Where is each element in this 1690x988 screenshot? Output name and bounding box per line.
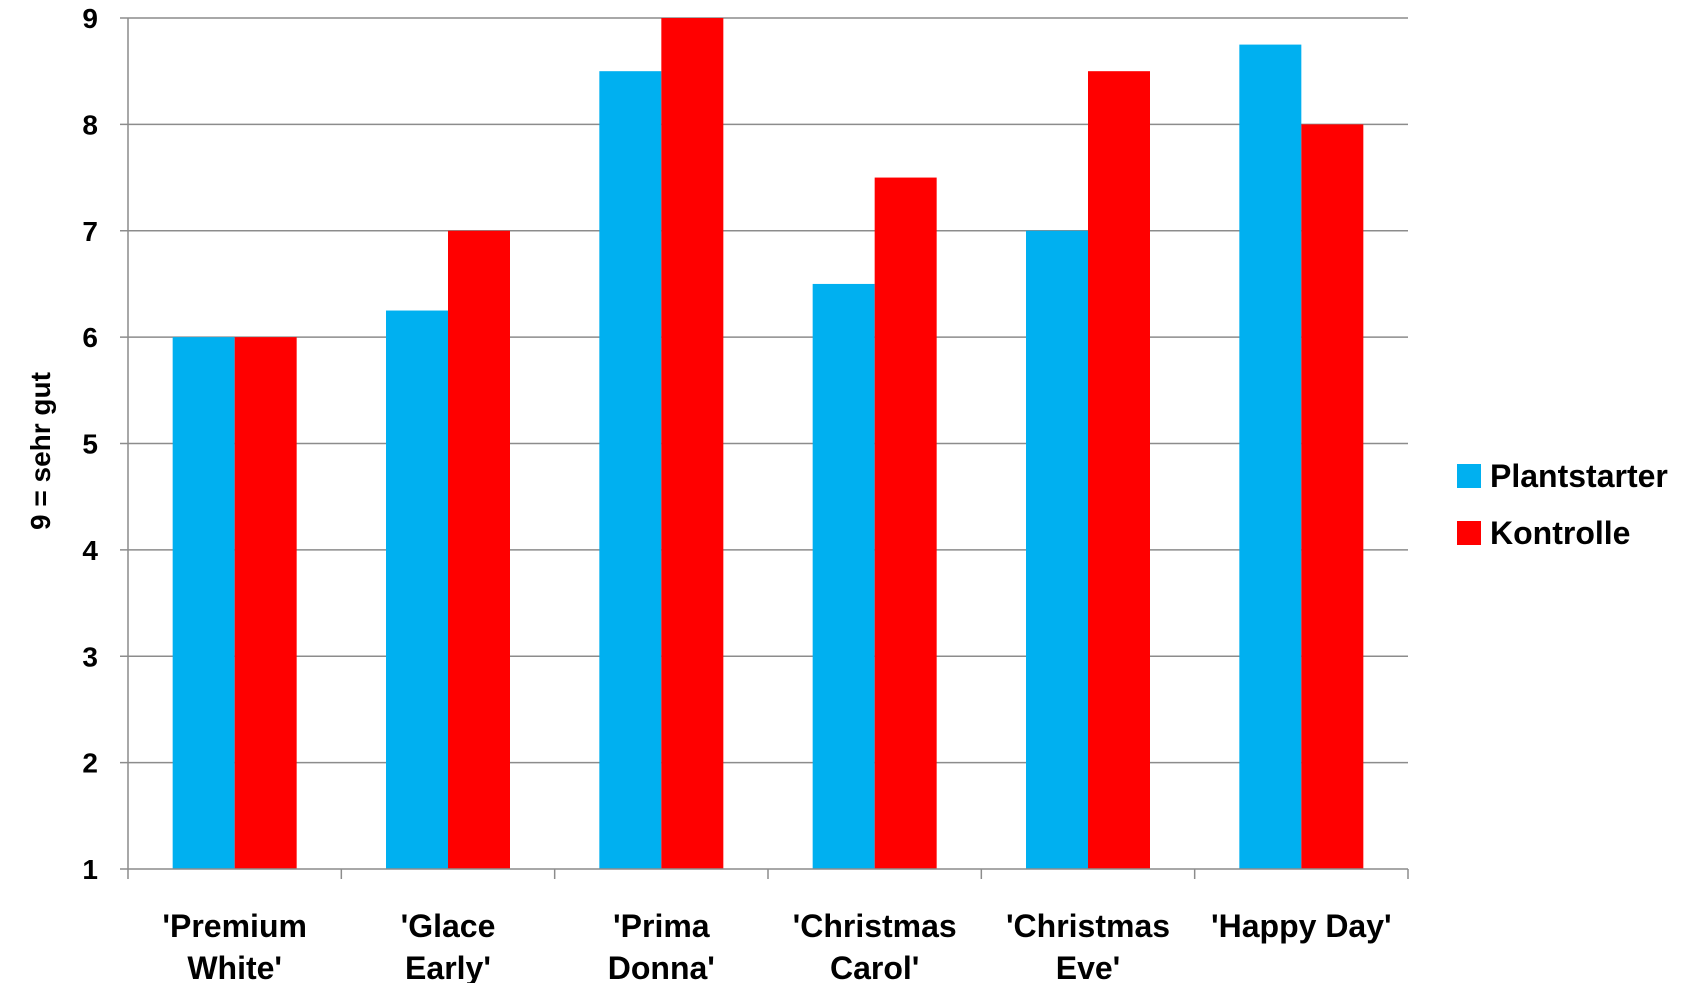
legend-label: Plantstarter	[1490, 458, 1668, 494]
y-tick-label: 5	[82, 429, 98, 460]
x-tick-label: 'Christmas Carol'	[793, 908, 957, 983]
bar-kontrolle	[1088, 71, 1150, 869]
bar-kontrolle	[234, 337, 297, 869]
x-tick-label: 'Prima Donna'	[608, 908, 715, 983]
bar-kontrolle	[874, 177, 937, 869]
x-tick-label: 'Premium White'	[162, 908, 307, 983]
bar-plantstarter	[172, 337, 235, 869]
legend-label: Kontrolle	[1490, 515, 1630, 551]
y-tick-label: 4	[82, 535, 98, 566]
legend: Plantstarter Kontrolle	[1457, 458, 1668, 551]
bar-plantstarter	[599, 71, 662, 869]
bar-plantstarter	[1239, 44, 1302, 869]
bar-plantstarter	[812, 283, 875, 869]
bar-kontrolle	[1301, 124, 1364, 869]
x-tick-label: 'Glace Early'	[401, 908, 496, 983]
x-tick-label: 'Happy Day'	[1211, 908, 1392, 944]
y-tick-label: 3	[82, 641, 98, 672]
bar-plantstarter	[1026, 230, 1088, 869]
y-tick-label: 9	[82, 3, 98, 34]
axes: 1 2 3 4 5 6 7 8 9 'Premium White' 'Glace Early' 'Prim…	[82, 3, 1409, 986]
bar-kontrolle	[661, 18, 724, 869]
bar-kontrolle	[448, 230, 510, 869]
gridlines	[128, 17, 1408, 764]
x-tick-label: 'Christmas Eve'	[1006, 908, 1170, 983]
bar-plantstarter	[386, 310, 448, 869]
y-tick-label: 1	[82, 854, 98, 885]
y-tick-label: 2	[82, 748, 98, 779]
legend-swatch	[1457, 521, 1481, 545]
y-tick-label: 6	[82, 322, 98, 353]
bars	[172, 18, 1364, 869]
legend-swatch	[1457, 464, 1481, 488]
y-axis-label: 9 = sehr gut	[25, 372, 56, 530]
y-tick-label: 7	[82, 216, 98, 247]
y-tick-label: 8	[82, 109, 98, 140]
